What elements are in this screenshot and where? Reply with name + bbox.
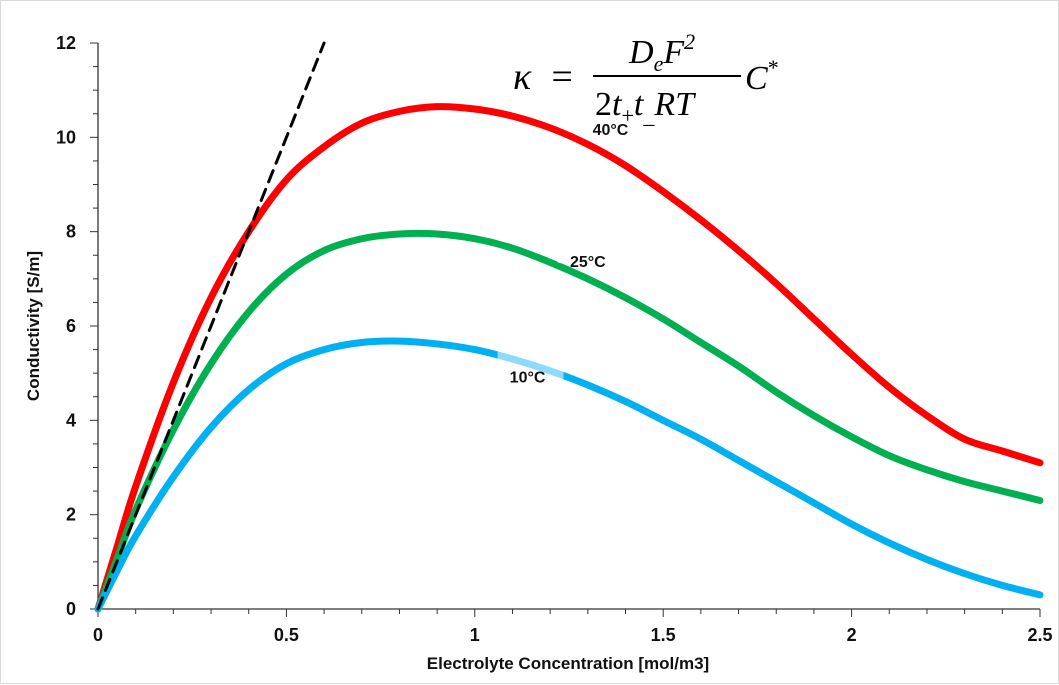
x-tick-label: 2.5	[1027, 625, 1052, 645]
series-label-backdrop	[580, 102, 647, 131]
series-label: 25°C	[570, 254, 606, 271]
x-tick-label: 0.5	[274, 625, 299, 645]
series-line-25c	[94, 229, 1044, 613]
y-tick-label: 4	[66, 410, 76, 430]
x-tick-label: 0	[93, 625, 103, 645]
svg-text:=: =	[549, 56, 575, 98]
series-label-backdrop	[557, 235, 624, 264]
series-lines	[94, 41, 1044, 613]
series-label-backdrop	[497, 350, 564, 379]
x-tick-label: 1.5	[651, 625, 676, 645]
y-tick-label: 8	[66, 222, 76, 242]
y-tick-label: 10	[56, 127, 76, 147]
series-line-40c	[94, 103, 1044, 613]
x-tick-label: 1	[470, 625, 480, 645]
x-tick-label: 2	[847, 625, 857, 645]
svg-text:κ: κ	[513, 56, 532, 98]
svg-text:C*: C*	[745, 55, 779, 97]
x-axis-title: Electrolyte Concentration [mol/m3]	[427, 654, 709, 673]
series-label: 40°C	[593, 122, 629, 139]
y-tick-label: 6	[66, 316, 76, 336]
series-line-10c	[94, 337, 1044, 613]
series-label: 10°C	[510, 370, 546, 387]
axes: 0 0.5 1 1.5 2 2.5 0 2 4 6 8 10 12	[56, 33, 1053, 645]
svg-text:DeF2: DeF2	[628, 29, 695, 76]
y-tick-label: 0	[66, 599, 76, 619]
y-axis-title: Conductivity [S/m]	[24, 251, 43, 401]
y-tick-label: 2	[66, 505, 76, 525]
svg-text:2t+t_RT: 2t+t_RT	[595, 86, 696, 128]
y-tick-label: 12	[56, 33, 76, 53]
conductivity-equation: κ = DeF2 2t+t_RT C*	[513, 29, 779, 128]
series-labels: 40°C 25°C 10°C	[497, 102, 647, 387]
tangent-dashed-line	[96, 41, 326, 611]
